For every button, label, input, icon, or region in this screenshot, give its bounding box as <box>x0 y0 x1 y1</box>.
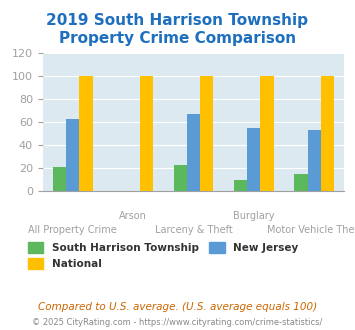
Bar <box>307 130 321 191</box>
Legend: South Harrison Township, National, New Jersey: South Harrison Township, National, New J… <box>24 238 302 274</box>
Bar <box>66 118 80 191</box>
Bar <box>247 128 261 191</box>
Text: Larceny & Theft: Larceny & Theft <box>154 225 233 235</box>
Bar <box>174 165 187 191</box>
Bar <box>294 174 307 191</box>
Text: Burglary: Burglary <box>233 211 274 221</box>
Bar <box>53 167 66 191</box>
Text: 2019 South Harrison Township
Property Crime Comparison: 2019 South Harrison Township Property Cr… <box>47 13 308 46</box>
Bar <box>200 76 213 191</box>
Text: Motor Vehicle Theft: Motor Vehicle Theft <box>267 225 355 235</box>
Bar <box>187 114 200 191</box>
Text: Compared to U.S. average. (U.S. average equals 100): Compared to U.S. average. (U.S. average … <box>38 302 317 312</box>
Bar <box>321 76 334 191</box>
Text: © 2025 CityRating.com - https://www.cityrating.com/crime-statistics/: © 2025 CityRating.com - https://www.city… <box>32 318 323 327</box>
Bar <box>261 76 274 191</box>
Bar <box>80 76 93 191</box>
Bar <box>234 180 247 191</box>
Bar <box>140 76 153 191</box>
Text: All Property Crime: All Property Crime <box>28 225 117 235</box>
Text: Arson: Arson <box>119 211 147 221</box>
